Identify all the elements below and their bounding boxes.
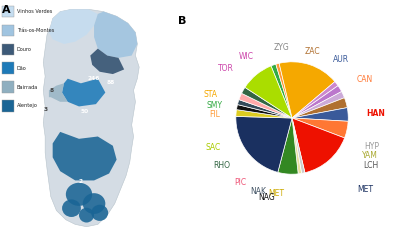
Ellipse shape (62, 199, 81, 217)
Text: SAC: SAC (206, 143, 221, 152)
Bar (2, 63, 14, 74)
Wedge shape (292, 98, 347, 118)
Ellipse shape (91, 205, 108, 221)
Ellipse shape (83, 193, 105, 214)
Text: 88: 88 (107, 80, 115, 85)
Bar (2, 43, 14, 55)
Text: NAK: NAK (250, 186, 266, 196)
Text: HYP: HYP (364, 142, 379, 151)
Text: ZYG: ZYG (274, 43, 290, 52)
Text: Vinhos Verdes: Vinhos Verdes (17, 9, 52, 14)
Polygon shape (62, 79, 105, 106)
Text: AUR: AUR (334, 55, 350, 63)
Wedge shape (292, 118, 305, 173)
Wedge shape (292, 118, 344, 173)
Text: FIL: FIL (209, 110, 220, 118)
Text: WIC: WIC (238, 52, 254, 61)
Polygon shape (53, 132, 117, 181)
Ellipse shape (79, 208, 94, 223)
Wedge shape (292, 118, 348, 138)
Polygon shape (49, 83, 68, 102)
Text: ZAC: ZAC (304, 47, 320, 56)
Text: MET: MET (268, 189, 284, 198)
Text: YAM: YAM (362, 151, 378, 160)
Bar (2, 81, 14, 93)
Text: Trás-os-Montes: Trás-os-Montes (17, 28, 54, 33)
Text: Dão: Dão (17, 66, 27, 71)
Wedge shape (236, 105, 292, 118)
Wedge shape (245, 66, 292, 118)
Wedge shape (238, 100, 292, 118)
Ellipse shape (66, 183, 92, 206)
Wedge shape (278, 118, 298, 174)
Wedge shape (292, 118, 302, 174)
Text: 246: 246 (88, 76, 100, 81)
Wedge shape (279, 62, 335, 118)
Text: B: B (178, 16, 186, 26)
Wedge shape (292, 82, 338, 118)
Text: NAG: NAG (258, 193, 275, 202)
Text: Douro: Douro (17, 46, 32, 52)
Text: Bairrada: Bairrada (17, 84, 38, 89)
Wedge shape (236, 116, 292, 172)
Wedge shape (271, 64, 292, 118)
Wedge shape (236, 110, 292, 118)
Text: PIC: PIC (234, 178, 246, 187)
Wedge shape (292, 108, 348, 121)
Text: SMY: SMY (206, 101, 222, 110)
Text: STA: STA (204, 90, 218, 99)
Wedge shape (292, 86, 342, 118)
Text: RHO: RHO (213, 161, 230, 170)
Bar (2, 25, 14, 36)
Text: CAN: CAN (357, 75, 373, 84)
Bar (2, 6, 14, 17)
Text: MET: MET (357, 185, 373, 194)
Polygon shape (94, 12, 137, 58)
Wedge shape (292, 92, 344, 118)
Polygon shape (49, 9, 98, 44)
Text: Alentejo: Alentejo (17, 103, 38, 109)
Text: TOR: TOR (218, 64, 234, 73)
Text: A: A (2, 5, 10, 15)
Text: 50: 50 (80, 109, 89, 114)
Text: 8: 8 (50, 88, 54, 93)
Wedge shape (239, 93, 292, 118)
Text: LCH: LCH (363, 161, 378, 170)
Polygon shape (43, 9, 139, 227)
Text: 2: 2 (79, 179, 83, 184)
Bar (2, 101, 14, 112)
Polygon shape (90, 49, 124, 74)
Text: HAN: HAN (366, 109, 385, 118)
Wedge shape (276, 63, 292, 118)
Text: 3: 3 (44, 107, 48, 112)
Wedge shape (242, 87, 292, 118)
